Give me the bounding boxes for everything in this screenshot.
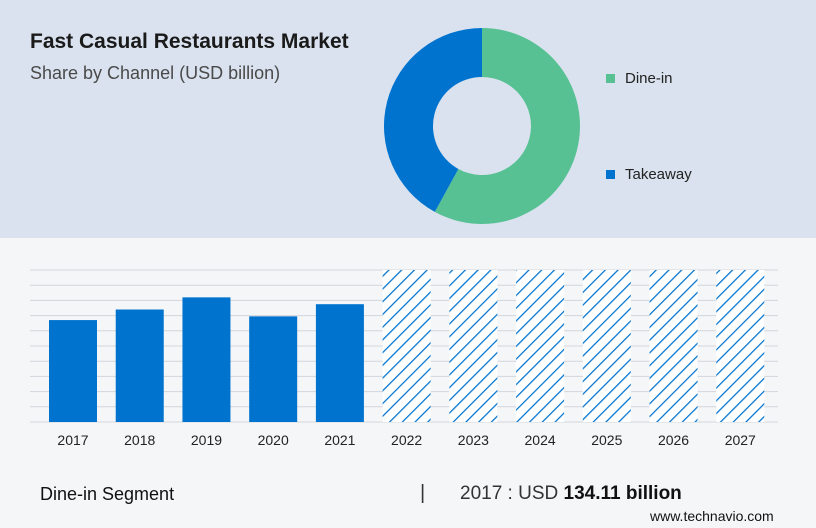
bar-2018 bbox=[115, 309, 164, 422]
x-tick-label-2017: 2017 bbox=[57, 432, 88, 448]
segment-value: 134.11 billion bbox=[563, 483, 682, 504]
x-tick-label-2019: 2019 bbox=[191, 432, 222, 448]
bar-2019 bbox=[182, 297, 231, 422]
donut-chart bbox=[384, 28, 580, 224]
x-tick-label-2025: 2025 bbox=[591, 432, 622, 448]
chart-title: Fast Casual Restaurants Market bbox=[30, 30, 349, 53]
legend-swatch-takeaway bbox=[606, 170, 615, 179]
x-tick-label-2022: 2022 bbox=[391, 432, 422, 448]
x-tick-label-2023: 2023 bbox=[458, 432, 489, 448]
x-tick-label-2026: 2026 bbox=[658, 432, 689, 448]
bar-chart: 2017 2018 2019 2020 2021 2022 2023 2024 2025 2026… bbox=[30, 269, 778, 448]
segment-year-label: 2017 : USD bbox=[460, 483, 559, 504]
donut-slice-dine-in bbox=[434, 28, 580, 224]
bar-2025 bbox=[582, 270, 631, 422]
x-tick-label-2020: 2020 bbox=[258, 432, 289, 448]
legend-item-dine-in: Dine-in bbox=[606, 70, 673, 87]
bar-2027 bbox=[716, 270, 765, 422]
bar-2017 bbox=[49, 320, 97, 422]
x-tick-label-2021: 2021 bbox=[324, 432, 355, 448]
bar-2020 bbox=[249, 316, 298, 422]
source-label: www.technavio.com bbox=[650, 508, 774, 524]
chart-subtitle: Share by Channel (USD billion) bbox=[30, 63, 281, 83]
x-tick-label-2018: 2018 bbox=[124, 432, 155, 448]
x-tick-label-2027: 2027 bbox=[725, 432, 756, 448]
bar-2026 bbox=[649, 270, 698, 422]
bar-2024 bbox=[516, 270, 565, 422]
legend-swatch-dine-in bbox=[606, 74, 615, 83]
legend-label-takeaway: Takeaway bbox=[625, 166, 692, 183]
bar-2022 bbox=[382, 270, 431, 422]
segment-label: Dine-in Segment bbox=[40, 484, 175, 504]
legend-label-dine-in: Dine-in bbox=[625, 70, 673, 87]
bar-2021 bbox=[315, 304, 364, 422]
footer-separator: | bbox=[420, 482, 426, 504]
x-tick-label-2024: 2024 bbox=[525, 432, 556, 448]
bar-2023 bbox=[449, 270, 498, 422]
donut-slice-takeaway bbox=[384, 28, 482, 212]
legend-item-takeaway: Takeaway bbox=[606, 166, 692, 183]
segment-value-line: 2017 : USD 134.11 billion bbox=[460, 483, 682, 505]
